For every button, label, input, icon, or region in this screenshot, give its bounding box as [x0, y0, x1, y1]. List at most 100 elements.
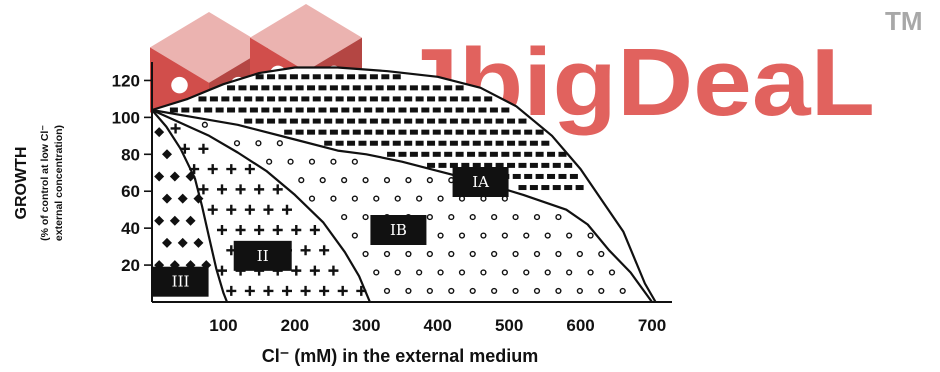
ia-dash-mark: [398, 129, 407, 135]
ib-circle-mark: [394, 195, 401, 202]
ia-dash-mark: [272, 85, 281, 91]
ib-circle-mark: [351, 195, 358, 202]
ia-dash-mark: [484, 162, 493, 168]
y-tick-label: 120: [112, 71, 140, 90]
watermark-die-left-pip: [171, 76, 188, 94]
ib-circle-mark: [308, 158, 316, 165]
ib-circle-mark: [383, 287, 391, 295]
ib-circle-mark: [501, 269, 508, 276]
ib-circle-mark: [416, 195, 423, 202]
ia-dash-mark: [518, 140, 527, 146]
ia-dash-mark: [387, 85, 396, 91]
iii-diamond-mark: [177, 237, 188, 248]
ia-dash-mark: [535, 129, 544, 135]
ia-dash-mark: [369, 118, 378, 124]
iii-diamond-mark: [162, 237, 172, 248]
ia-dash-mark: [387, 107, 396, 113]
x-tick-label: 400: [424, 316, 452, 335]
ia-dash-mark: [449, 140, 458, 146]
region-label-IB: IB: [390, 221, 407, 239]
ii-plus-mark: [207, 164, 218, 175]
ia-dash-mark: [547, 173, 556, 179]
iii-diamond-mark: [154, 127, 165, 138]
ia-dash-mark: [495, 140, 504, 146]
ii-plus-mark: [291, 225, 302, 235]
ia-dash-mark: [529, 162, 538, 168]
ia-dash-mark: [329, 107, 338, 113]
ia-dash-mark: [427, 118, 436, 124]
ia-dash-mark: [358, 74, 367, 80]
ib-circle-mark: [544, 269, 551, 276]
ib-circle-mark: [362, 213, 369, 221]
ia-dash-mark: [501, 129, 510, 135]
ia-dash-mark: [552, 162, 561, 168]
ii-plus-mark: [272, 225, 283, 235]
ib-circle-mark: [287, 158, 294, 165]
ia-dash-mark: [312, 96, 321, 102]
ia-dash-mark: [467, 107, 476, 113]
ib-circle-mark: [491, 287, 498, 295]
ia-dash-mark: [541, 162, 550, 168]
ia-dash-mark: [564, 185, 573, 191]
ib-circle-mark: [544, 232, 551, 239]
ia-dash-mark: [307, 107, 316, 113]
ia-dash-mark: [307, 129, 316, 135]
ii-plus-mark: [328, 265, 339, 276]
ii-plus-mark: [300, 245, 311, 256]
ia-dash-mark: [524, 129, 533, 135]
ib-circle-mark: [362, 177, 369, 184]
ib-circle-mark: [341, 213, 348, 221]
ib-circle-mark: [437, 195, 444, 202]
ib-circle-mark: [533, 287, 541, 295]
ia-dash-mark: [398, 151, 407, 157]
ia-dash-mark: [484, 140, 493, 146]
watermark-die-left-top: [150, 12, 268, 83]
ib-circle-mark: [469, 213, 476, 221]
ia-dash-mark: [529, 140, 538, 146]
region-II: [152, 110, 370, 302]
ia-dash-mark: [461, 140, 470, 146]
ia-dash-mark: [472, 118, 481, 124]
ib-circle-mark: [276, 140, 283, 147]
ii-plus-mark: [319, 245, 330, 256]
ia-dash-mark: [484, 96, 493, 102]
ib-circle-mark: [523, 269, 530, 276]
ia-dash-mark: [415, 96, 424, 102]
ii-plus-mark: [309, 225, 320, 235]
ia-dash-mark: [541, 140, 550, 146]
ia-dash-mark: [347, 74, 356, 80]
ia-dash-mark: [518, 185, 527, 191]
ia-dash-mark: [541, 185, 550, 191]
ia-dash-mark: [398, 107, 407, 113]
watermark-trademark: TM: [885, 6, 923, 36]
boundary-IB-II: [151, 108, 371, 303]
ii-plus-mark: [272, 184, 283, 195]
y-axis-sublabel-1: (% of control at low Cl⁻: [39, 125, 51, 241]
ia-dash-mark: [272, 107, 281, 113]
ib-circle-mark: [469, 250, 476, 258]
ib-circle-mark: [308, 195, 316, 202]
ii-plus-mark: [198, 143, 209, 154]
ia-dash-mark: [461, 162, 470, 168]
ia-dash-mark: [415, 118, 424, 124]
ia-dash-mark: [467, 151, 476, 157]
ib-circle-mark: [555, 250, 562, 258]
ia-dash-mark: [267, 118, 276, 124]
ia-dash-mark: [455, 107, 464, 113]
ia-dash-mark: [449, 96, 458, 102]
ia-dash-mark: [569, 173, 578, 179]
ib-circle-mark: [512, 287, 519, 295]
ia-dash-mark: [352, 85, 361, 91]
ib-circle-mark: [437, 232, 444, 239]
ib-circle-mark: [416, 269, 423, 276]
iii-diamond-mark: [162, 193, 172, 204]
ia-dash-mark: [289, 118, 298, 124]
ia-dash-mark: [449, 118, 458, 124]
iii-diamond-mark: [154, 171, 165, 182]
ib-circle-mark: [491, 213, 498, 221]
ia-dash-mark: [449, 162, 458, 168]
ib-circle-mark: [512, 213, 519, 221]
ib-circle-mark: [373, 195, 380, 202]
ia-dash-mark: [518, 162, 527, 168]
